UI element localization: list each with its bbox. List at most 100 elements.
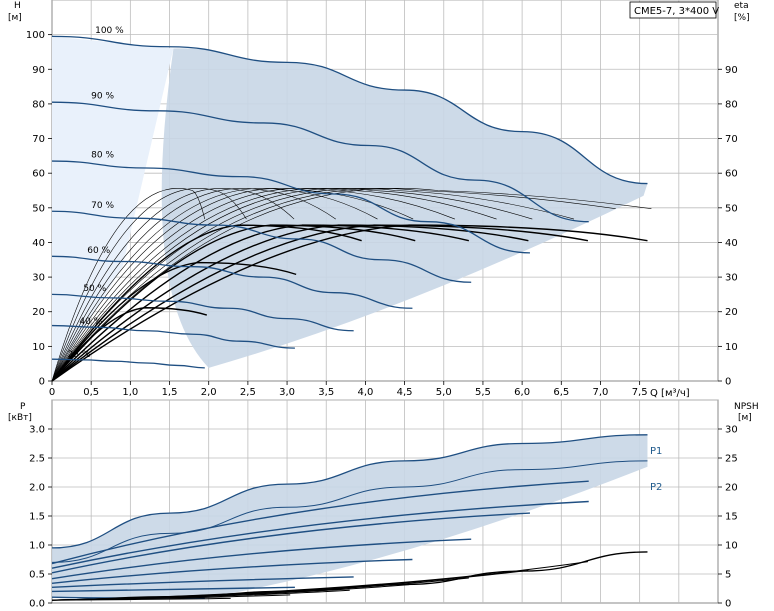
y-left-tick-label: 10 bbox=[32, 342, 45, 353]
power-speed-curve bbox=[51, 538, 472, 580]
x-tick-label: 7,0 bbox=[593, 387, 609, 398]
speed-curve bbox=[51, 35, 648, 185]
x-tick-label: 1,0 bbox=[122, 387, 138, 398]
p-tick-label: 2.5 bbox=[29, 454, 45, 465]
power-speed-curve bbox=[51, 500, 589, 569]
p1-label: P1 bbox=[650, 446, 662, 457]
npsh-tick-label: 10 bbox=[725, 541, 738, 552]
x-tick-label: 7,5 bbox=[632, 387, 648, 398]
y-right-tick-label: 90 bbox=[725, 65, 738, 76]
eta-axis-unit: [%] bbox=[734, 13, 750, 23]
y-left-tick-label: 100 bbox=[26, 30, 45, 41]
x-tick-label: 3,0 bbox=[279, 387, 295, 398]
eta-curve-thick bbox=[51, 261, 297, 382]
y-left-tick-label: 30 bbox=[32, 273, 45, 284]
top-operating-range bbox=[52, 36, 648, 381]
eta-curve-thin bbox=[51, 188, 378, 382]
power-curves bbox=[51, 434, 648, 601]
npsh-axis-label: NPSH bbox=[734, 402, 759, 412]
speed-curve bbox=[51, 358, 205, 369]
eta-curve-thin bbox=[51, 187, 414, 382]
y-left-tick-label: 90 bbox=[32, 65, 45, 76]
y-left-tick-label: 80 bbox=[32, 99, 45, 110]
p2-curve bbox=[51, 460, 648, 563]
legend-box-text: CME5-7, 3*400 V bbox=[634, 6, 719, 17]
speed-curve-label: 100 % bbox=[95, 26, 124, 36]
speed-curve-label: 60 % bbox=[87, 246, 110, 256]
eta-curve-thin bbox=[51, 188, 206, 382]
y-left-tick-label: 40 bbox=[32, 238, 45, 249]
npsh-tick-label: 15 bbox=[725, 512, 738, 523]
low-flow-region bbox=[52, 36, 174, 381]
eta-curves bbox=[51, 187, 652, 382]
p-axis-label: P bbox=[20, 402, 26, 412]
eta-curve-thick bbox=[51, 224, 362, 382]
eta-curve-thin bbox=[51, 187, 575, 382]
speed-curve-label: 80 % bbox=[91, 151, 114, 161]
x-tick-label: 0 bbox=[49, 387, 55, 398]
eta-curve-thick bbox=[51, 224, 648, 382]
p-tick-label: 1.5 bbox=[29, 512, 45, 523]
x-tick-label: 3,5 bbox=[318, 387, 334, 398]
npsh-tick-label: 20 bbox=[725, 483, 738, 494]
y-right-tick-label: 70 bbox=[725, 134, 738, 145]
y-left-tick-label: 50 bbox=[32, 203, 45, 214]
power-npsh-chart: 0.0 0.5 1.0 1.5 2.0 2.5 3.0 0 5 10 15 20 25 30 P [кВт… bbox=[8, 399, 759, 610]
npsh-speed-curve bbox=[51, 597, 231, 601]
x-tick-label: 1,5 bbox=[162, 387, 178, 398]
y-left-tick-label: 0 bbox=[39, 377, 45, 388]
head-efficiency-chart: 100 % 90 % 80 % 70 % 60 % 50 % 40 % 25 % 0 0,5 1,… bbox=[8, 0, 750, 399]
speed-curve bbox=[51, 160, 530, 254]
h-axis-label: H bbox=[14, 1, 21, 11]
p1-curve bbox=[51, 434, 648, 549]
bottom-range-fill bbox=[52, 434, 648, 599]
npsh-tick-label: 30 bbox=[725, 425, 738, 436]
eta-curve-thin bbox=[51, 188, 295, 382]
bottom-operating-range bbox=[52, 434, 648, 599]
y-right-tick-label: 40 bbox=[725, 238, 738, 249]
x-tick-label: 2,0 bbox=[201, 387, 217, 398]
eta-axis-label: eta bbox=[734, 1, 749, 11]
power-speed-curve bbox=[51, 576, 354, 589]
p-tick-label: 0.0 bbox=[29, 599, 45, 610]
eta-curve-thin bbox=[51, 187, 652, 382]
y-right-tick-label: 30 bbox=[725, 273, 738, 284]
x-tick-label: 6,5 bbox=[553, 387, 569, 398]
speed-curve bbox=[51, 101, 589, 223]
eta-curve-thick bbox=[51, 224, 416, 382]
h-axis-unit: [м] bbox=[8, 13, 22, 23]
y-right-tick-label: 10 bbox=[725, 342, 738, 353]
speed-curve bbox=[51, 293, 354, 332]
x-tick-label: 4,0 bbox=[357, 387, 373, 398]
x-tick-label: 0,5 bbox=[83, 387, 99, 398]
x-tick-label: 4,5 bbox=[397, 387, 413, 398]
operating-range-fill bbox=[161, 48, 648, 368]
eta-curve-thin bbox=[51, 187, 456, 382]
p-tick-label: 0.5 bbox=[29, 570, 45, 581]
eta-curve-thin bbox=[51, 187, 616, 382]
y-right-tick-label: 60 bbox=[725, 169, 738, 180]
y-right-tick-label: 80 bbox=[725, 99, 738, 110]
p-axis-unit: [кВт] bbox=[8, 413, 32, 423]
speed-curve-label: 40 % bbox=[79, 317, 102, 327]
y-right-tick-label: 20 bbox=[725, 307, 738, 318]
x-tick-label: 6,0 bbox=[514, 387, 530, 398]
y-left-tick-label: 60 bbox=[32, 169, 45, 180]
speed-curve bbox=[51, 210, 472, 283]
bottom-ticks: 0.0 0.5 1.0 1.5 2.0 2.5 3.0 0 5 10 15 20 25 30 bbox=[29, 425, 738, 610]
p-tick-label: 3.0 bbox=[29, 425, 45, 436]
y-left-tick-label: 20 bbox=[32, 307, 45, 318]
p2-label: P2 bbox=[650, 482, 662, 493]
eta-curve-thick bbox=[51, 224, 470, 382]
y-right-tick-label: 0 bbox=[725, 377, 731, 388]
speed-curve bbox=[51, 255, 413, 309]
power-speed-curve bbox=[51, 512, 530, 574]
y-right-tick-label: 50 bbox=[725, 203, 738, 214]
eta-curve-thin bbox=[51, 188, 247, 382]
x-tick-label: 2,5 bbox=[240, 387, 256, 398]
eta-curve-thin bbox=[51, 187, 533, 382]
speed-curve-label: 50 % bbox=[83, 284, 106, 294]
speed-curve-label: 25 % bbox=[68, 350, 91, 360]
npsh-tick-label: 25 bbox=[725, 454, 738, 465]
